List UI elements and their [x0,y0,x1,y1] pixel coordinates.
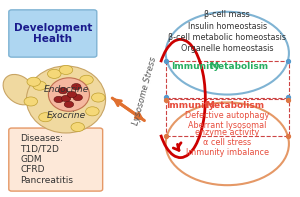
Text: Metabolism: Metabolism [205,100,264,110]
Circle shape [71,123,85,132]
Text: enzyme activity: enzyme activity [195,128,260,137]
Circle shape [80,75,93,84]
Circle shape [33,81,46,90]
Circle shape [54,96,63,103]
Text: Immunity: Immunity [166,100,214,110]
Circle shape [39,113,52,122]
Text: Endocrine: Endocrine [44,85,88,94]
Text: Aberrant lysosomal: Aberrant lysosomal [188,121,266,130]
Text: Diseases:
T1D/T2D
GDM
CFRD
Pancreatitis: Diseases: T1D/T2D GDM CFRD Pancreatitis [20,134,74,185]
Text: Exocrine: Exocrine [46,111,86,120]
Text: Development
Health: Development Health [14,23,92,44]
Circle shape [61,95,71,102]
Circle shape [47,69,61,78]
Text: Organelle homeostasis: Organelle homeostasis [181,44,274,53]
Circle shape [92,93,105,102]
Circle shape [58,87,68,94]
Text: Metabolism: Metabolism [209,62,268,72]
Text: Immunity: Immunity [171,62,219,72]
Ellipse shape [48,78,89,111]
Circle shape [64,101,74,108]
Ellipse shape [26,66,106,133]
FancyBboxPatch shape [9,10,97,57]
Circle shape [24,97,38,106]
Bar [166,99,289,136]
Ellipse shape [3,74,35,105]
Text: β-cell mass: β-cell mass [204,10,250,19]
FancyBboxPatch shape [9,128,103,191]
Text: Immunity imbalance: Immunity imbalance [186,148,269,157]
Text: Defective autophagy: Defective autophagy [185,111,269,120]
Circle shape [72,84,81,90]
Circle shape [73,94,82,101]
Bar [166,61,289,98]
Text: α cell stress: α cell stress [203,138,251,147]
Text: Insulin homeostasis: Insulin homeostasis [188,21,267,31]
Circle shape [59,65,73,74]
Text: Lysosome Stress: Lysosome Stress [132,56,159,126]
Circle shape [85,107,99,116]
Circle shape [27,77,40,86]
Circle shape [67,91,76,98]
Text: β-cell metabolic homeostasis: β-cell metabolic homeostasis [168,33,286,42]
